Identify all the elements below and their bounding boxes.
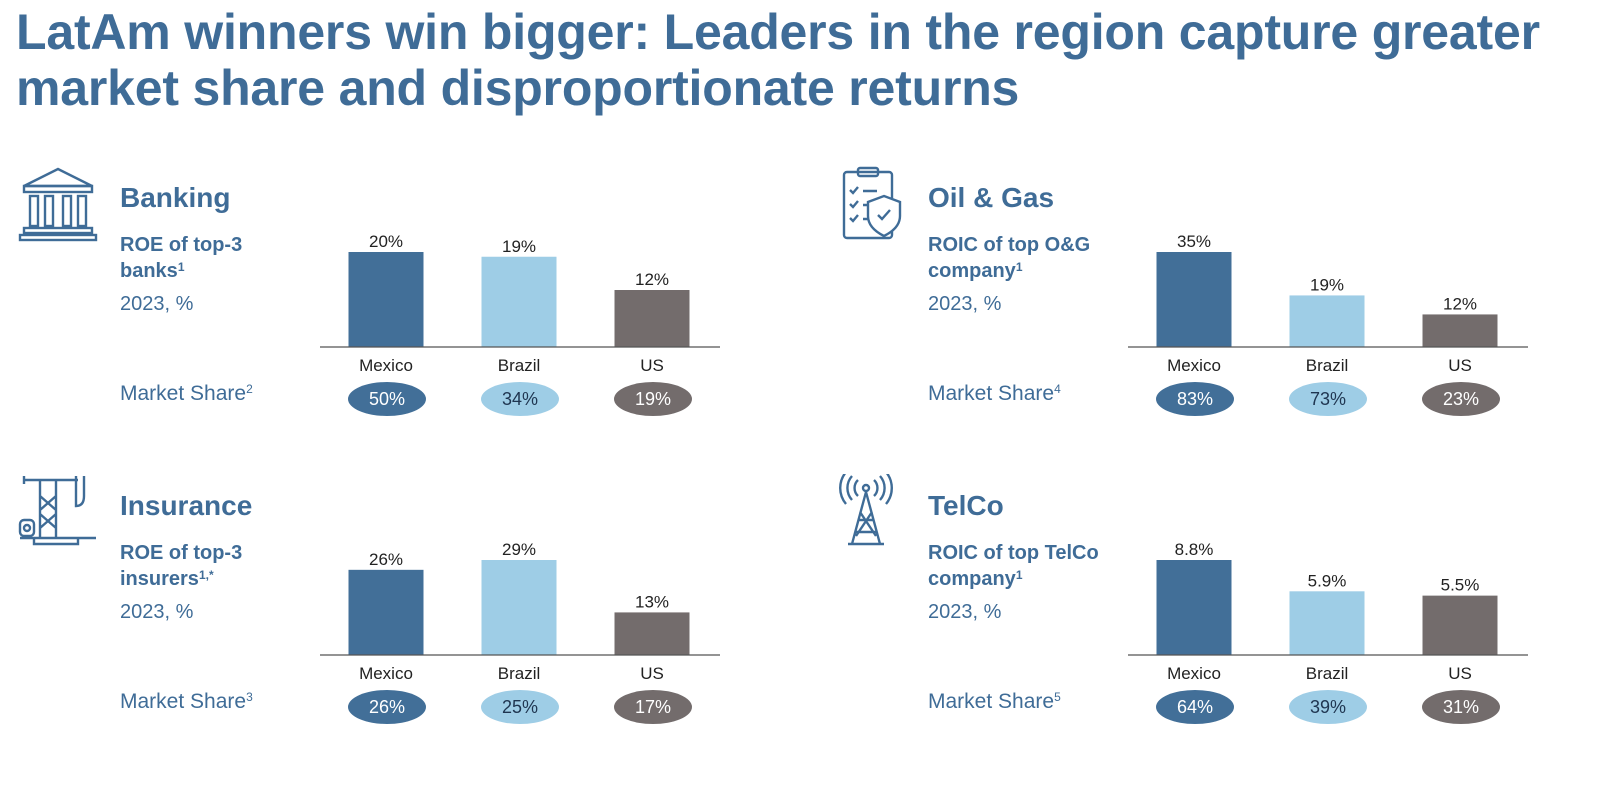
panel-title: TelCo	[928, 490, 1004, 521]
market-share-label: Market Share5	[928, 690, 1061, 713]
bar-mexico	[348, 569, 424, 655]
bar-chart: 8.8% Mexico 5.9% Brazil 5.5% US	[1128, 540, 1528, 683]
oil-pump-icon	[18, 474, 98, 552]
market-share-label: Market Share4	[928, 382, 1061, 405]
metric-unit: 2023, %	[120, 601, 194, 623]
share-pill-mexico: 26%	[348, 690, 426, 724]
bar-brazil	[1289, 295, 1365, 347]
footnote-marker: 1	[177, 260, 185, 274]
data-label-brazil: 29%	[502, 540, 536, 559]
metric-block: ROIC of top TelCo company1 2023, %	[928, 540, 1118, 625]
data-label-us: 5.5%	[1441, 576, 1480, 595]
bank-building-icon	[18, 166, 98, 244]
bar-us	[614, 612, 690, 655]
clipboard-shield-icon	[826, 166, 906, 244]
footnote-marker: 4	[1054, 382, 1061, 396]
category-label-us: US	[1448, 356, 1472, 375]
data-label-mexico: 35%	[1177, 232, 1211, 251]
bar-us	[614, 290, 690, 347]
bar-chart: 35% Mexico 19% Brazil 12% US	[1128, 232, 1528, 375]
share-pill-us: 31%	[1422, 690, 1500, 724]
bar-chart: 26% Mexico 29% Brazil 13% US	[320, 540, 720, 683]
share-pill-us: 19%	[614, 382, 692, 416]
bar-brazil	[481, 560, 557, 655]
panel-telco: TelCo ROIC of top TelCo company1 2023, %…	[808, 468, 1600, 768]
category-label-brazil: Brazil	[498, 664, 541, 683]
share-pill-mexico: 50%	[348, 382, 426, 416]
share-pill-us: 17%	[614, 690, 692, 724]
bar-mexico	[1156, 560, 1232, 655]
category-label-us: US	[640, 356, 664, 375]
footnote-marker: 3	[246, 690, 253, 704]
panel-insurance: Insurance ROE of top-3 insurers1,* 2023,…	[0, 468, 800, 768]
category-label-brazil: Brazil	[1306, 356, 1349, 375]
footnote-marker: 2	[246, 382, 253, 396]
category-label-brazil: Brazil	[498, 356, 541, 375]
metric-unit: 2023, %	[120, 293, 194, 315]
share-pill-brazil: 39%	[1289, 690, 1367, 724]
data-label-brazil: 19%	[1310, 275, 1344, 294]
category-label-mexico: Mexico	[359, 664, 413, 683]
bar-chart: 20% Mexico 19% Brazil 12% US	[320, 232, 720, 375]
footnote-marker: 1,*	[198, 568, 214, 582]
metric-label: ROE of top-3 insurers1,*	[120, 542, 243, 590]
bar-us	[1422, 314, 1498, 347]
data-label-mexico: 26%	[369, 550, 403, 569]
headline: LatAm winners win bigger: Leaders in the…	[16, 4, 1540, 116]
panel-title: Oil & Gas	[928, 182, 1055, 213]
category-label-mexico: Mexico	[359, 356, 413, 375]
metric-unit: 2023, %	[928, 601, 1002, 623]
data-label-us: 12%	[635, 270, 669, 289]
metric-block: ROE of top-3 insurers1,* 2023, %	[120, 540, 310, 625]
metric-label: ROE of top-3 banks1	[120, 234, 243, 282]
data-label-mexico: 20%	[369, 232, 403, 251]
bar-us	[1422, 595, 1498, 655]
panel-title: Insurance	[120, 490, 253, 521]
data-label-brazil: 19%	[502, 237, 536, 256]
category-label-us: US	[1448, 664, 1472, 683]
panel-title: Banking	[120, 182, 231, 213]
metric-unit: 2023, %	[928, 293, 1002, 315]
share-pill-mexico: 64%	[1156, 690, 1234, 724]
footnote-marker: 5	[1054, 690, 1061, 704]
share-pill-mexico: 83%	[1156, 382, 1234, 416]
footnote-marker: 1	[1015, 568, 1023, 582]
category-label-mexico: Mexico	[1167, 664, 1221, 683]
bar-mexico	[348, 252, 424, 347]
category-label-brazil: Brazil	[1306, 664, 1349, 683]
share-pill-brazil: 73%	[1289, 382, 1367, 416]
share-pill-us: 23%	[1422, 382, 1500, 416]
panel-oil-gas: Oil & Gas ROIC of top O&G company1 2023,…	[808, 160, 1600, 460]
panel-banking: Banking ROE of top-3 banks1 2023, % 20% M…	[0, 160, 800, 460]
radio-tower-icon	[826, 471, 906, 552]
category-label-us: US	[640, 664, 664, 683]
data-label-us: 13%	[635, 592, 669, 611]
metric-block: ROE of top-3 banks1 2023, %	[120, 232, 310, 317]
data-label-us: 12%	[1443, 294, 1477, 313]
bar-mexico	[1156, 252, 1232, 347]
metric-label: ROIC of top TelCo company1	[928, 542, 1099, 590]
market-share-label: Market Share3	[120, 690, 253, 713]
data-label-mexico: 8.8%	[1175, 540, 1214, 559]
bar-brazil	[481, 256, 557, 347]
category-label-mexico: Mexico	[1167, 356, 1221, 375]
share-pill-brazil: 25%	[481, 690, 559, 724]
bar-brazil	[1289, 591, 1365, 655]
metric-label: ROIC of top O&G company1	[928, 234, 1091, 282]
market-share-label: Market Share2	[120, 382, 253, 405]
share-pill-brazil: 34%	[481, 382, 559, 416]
data-label-brazil: 5.9%	[1308, 571, 1347, 590]
footnote-marker: 1	[1015, 260, 1023, 274]
metric-block: ROIC of top O&G company1 2023, %	[928, 232, 1118, 317]
